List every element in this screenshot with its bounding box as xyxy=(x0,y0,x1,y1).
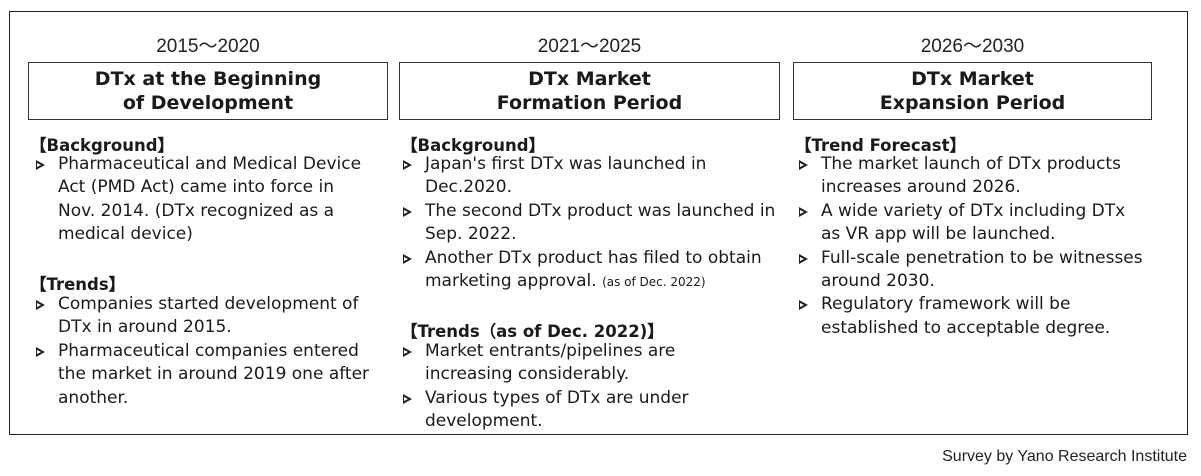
phase-box-3: DTx Market Expansion Period xyxy=(793,62,1152,120)
arrow-bullet-icon xyxy=(799,160,808,170)
section-heading-background-2: 【Background】 xyxy=(401,136,546,155)
arrow-bullet-icon xyxy=(403,253,412,264)
section-heading-trends-2: 【Trends（as of Dec. 2022)】 xyxy=(401,322,664,341)
list-item: The market launch of DTx products increa… xyxy=(799,153,1149,200)
arrow-bullet-icon xyxy=(36,346,45,357)
arrow-bullet-icon xyxy=(799,300,808,311)
list-item: Full-scale penetration to be witnesses a… xyxy=(799,247,1149,294)
section-heading-trends-1: 【Trends】 xyxy=(30,275,126,294)
list-item: Pharmaceutical companies entered the mar… xyxy=(36,340,381,410)
list-item: The second DTx product was launched in S… xyxy=(403,200,783,247)
phase-box-1: DTx at the Beginning of Development xyxy=(28,62,388,120)
arrow-bullet-icon xyxy=(403,347,412,357)
bullet-list-background-2: Japan's first DTx was launched in Dec.20… xyxy=(403,153,783,294)
diagram-frame: 2015～2020 DTx at the Beginning of Develo… xyxy=(9,11,1188,435)
list-item: Regulatory framework will be established… xyxy=(799,293,1149,340)
arrow-bullet-icon xyxy=(403,393,412,404)
source-credit: Survey by Yano Research Institute xyxy=(942,448,1187,465)
list-item: Pharmaceutical and Medical Device Act (P… xyxy=(36,153,376,247)
arrow-bullet-icon xyxy=(403,160,412,170)
list-item: Another DTx product has filed to obtain … xyxy=(403,247,783,295)
arrow-bullet-icon xyxy=(799,253,808,264)
arrow-bullet-icon xyxy=(403,206,412,217)
period-label-2: 2021～2025 xyxy=(537,36,642,57)
arrow-bullet-icon xyxy=(36,160,45,170)
arrow-bullet-icon xyxy=(36,300,45,310)
bullet-list-background-1: Pharmaceutical and Medical Device Act (P… xyxy=(36,153,376,247)
section-heading-background-1: 【Background】 xyxy=(30,136,175,155)
list-item: Japan's first DTx was launched in Dec.20… xyxy=(403,153,783,200)
bullet-list-trend-forecast: The market launch of DTx products increa… xyxy=(799,153,1149,340)
list-item: Market entrants/pipelines are increasing… xyxy=(403,340,733,387)
bullet-list-trends-1: Companies started development of DTx in … xyxy=(36,293,381,410)
list-item: Various types of DTx are under developme… xyxy=(403,387,733,434)
section-heading-trend-forecast: 【Trend Forecast】 xyxy=(795,136,966,155)
period-label-1: 2015～2020 xyxy=(156,36,260,57)
period-label-3: 2026～2030 xyxy=(920,36,1025,57)
list-item: A wide variety of DTx including DTx as V… xyxy=(799,200,1149,247)
date-note: (as of Dec. 2022) xyxy=(602,275,706,290)
phase-box-2: DTx Market Formation Period xyxy=(399,62,780,120)
arrow-bullet-icon xyxy=(799,206,808,217)
list-item: Companies started development of DTx in … xyxy=(36,293,381,340)
bullet-list-trends-2: Market entrants/pipelines are increasing… xyxy=(403,340,733,434)
